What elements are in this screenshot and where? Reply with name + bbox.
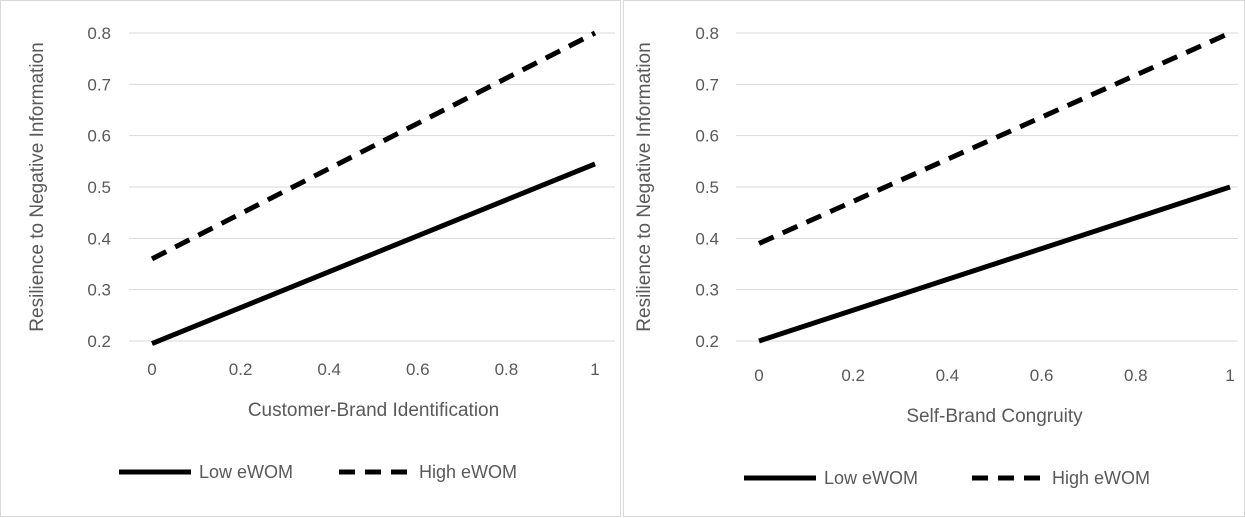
y-axis-title: Resilience to Negative Information bbox=[27, 42, 48, 331]
y-tick-label: 0.4 bbox=[87, 229, 111, 248]
x-tick-label: 0.8 bbox=[495, 360, 519, 379]
y-tick-label: 0.3 bbox=[695, 281, 719, 300]
y-tick-label: 0.5 bbox=[695, 178, 719, 197]
x-axis-title: Self-Brand Congruity bbox=[906, 406, 1083, 427]
series-line-low-ewom bbox=[758, 184, 1231, 344]
chart-panel-right: 0.2 0.3 0.4 0.5 0.6 0.7 0.8 0 0.2 0.4 0.6 0.8 1 Self-… bbox=[623, 0, 1245, 517]
y-tick-label: 0.6 bbox=[695, 127, 719, 146]
x-tick-label: 1 bbox=[1225, 366, 1234, 385]
series-line-high-ewom bbox=[150, 30, 597, 262]
y-tick-label: 0.8 bbox=[695, 24, 719, 43]
x-tick-label: 0.2 bbox=[229, 360, 253, 379]
x-tick-label: 0.4 bbox=[317, 360, 341, 379]
x-axis-title: Customer-Brand Identification bbox=[248, 400, 499, 421]
chart-left: 0.2 0.3 0.4 0.5 0.6 0.7 0.8 0 0.2 0.4 0.6 0.8 1 Custo… bbox=[27, 24, 615, 482]
x-tick-label: 0.6 bbox=[1030, 366, 1054, 385]
x-tick-label: 0 bbox=[147, 360, 156, 379]
y-tick-label: 0.8 bbox=[87, 24, 111, 43]
y-tick-label: 0.3 bbox=[87, 281, 111, 300]
legend-label: High eWOM bbox=[1052, 468, 1150, 488]
y-tick-label: 0.6 bbox=[87, 127, 111, 146]
chart-right: 0.2 0.3 0.4 0.5 0.6 0.7 0.8 0 0.2 0.4 0.6 0.8 1 Self-… bbox=[634, 24, 1238, 488]
x-tick-label: 0.2 bbox=[841, 366, 865, 385]
y-tick-label: 0.2 bbox=[87, 332, 111, 351]
y-tick-label: 0.2 bbox=[695, 332, 719, 351]
legend-label: Low eWOM bbox=[824, 468, 918, 488]
y-tick-label: 0.7 bbox=[695, 75, 719, 94]
chart-panel-left: 0.2 0.3 0.4 0.5 0.6 0.7 0.8 0 0.2 0.4 0.6 0.8 1 Custo… bbox=[0, 0, 621, 517]
x-tick-label: 0 bbox=[754, 366, 763, 385]
legend-label: High eWOM bbox=[419, 462, 517, 482]
y-tick-label: 0.5 bbox=[87, 178, 111, 197]
y-tick-label: 0.4 bbox=[695, 229, 719, 248]
y-axis-title: Resilience to Negative Information bbox=[634, 42, 655, 331]
x-tick-label: 0.8 bbox=[1124, 366, 1148, 385]
x-tick-label: 1 bbox=[590, 360, 599, 379]
x-tick-label: 0.6 bbox=[406, 360, 430, 379]
series-line-high-ewom bbox=[757, 30, 1232, 246]
series-line-low-ewom bbox=[151, 161, 596, 346]
x-tick-label: 0.4 bbox=[936, 366, 960, 385]
legend-label: Low eWOM bbox=[199, 462, 293, 482]
y-tick-label: 0.7 bbox=[87, 75, 111, 94]
